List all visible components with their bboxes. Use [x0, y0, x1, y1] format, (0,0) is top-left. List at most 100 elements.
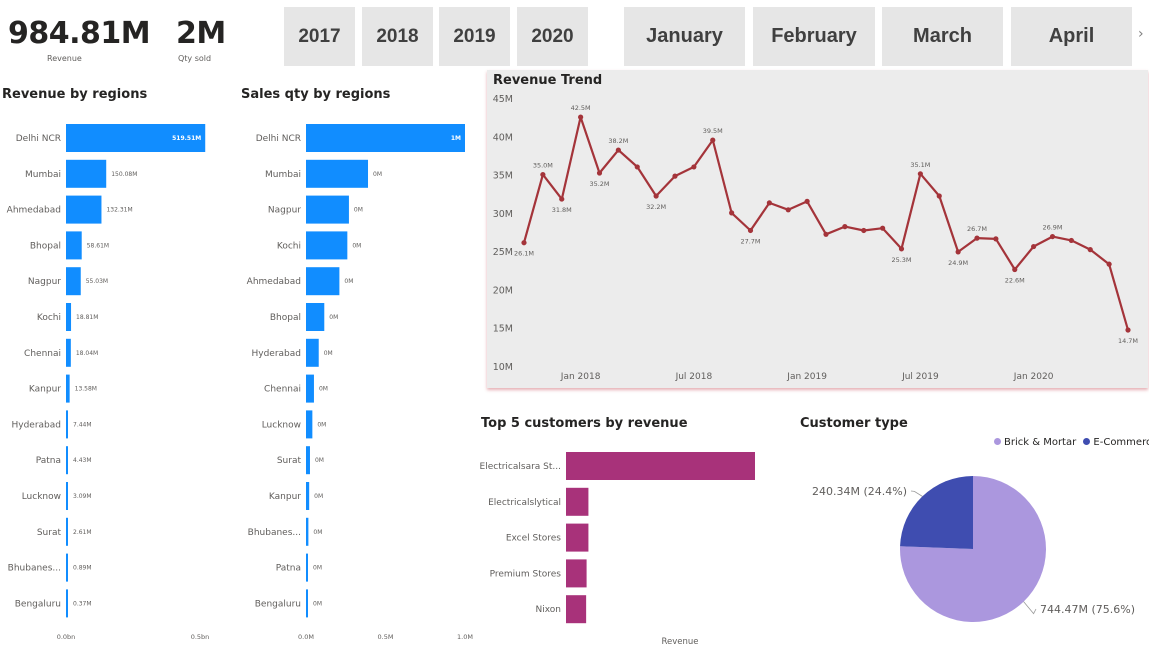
revenue-regions-data-label: 58.61M: [87, 242, 109, 249]
revenue-regions-category-label: Bengaluru: [15, 599, 61, 609]
revenue-regions-category-label: Hyderabad: [12, 420, 62, 430]
trend-y-tick: 45M: [493, 94, 513, 105]
trend-data-label: 42.5M: [571, 104, 591, 112]
kpi-qty-label: Qty sold: [178, 54, 212, 63]
trend-point: [917, 171, 923, 177]
customer-category-label: Nixon: [536, 605, 562, 615]
sales-qty-category-label: Bhubanes...: [248, 528, 301, 538]
sales-qty-category-label: Mumbai: [265, 170, 301, 180]
kpi-revenue-label: Revenue: [47, 54, 82, 63]
trend-data-label: 27.7M: [740, 237, 760, 245]
year-slicer-2017[interactable]: 2017: [284, 7, 355, 66]
legend-brick-label: Brick & Mortar: [1004, 437, 1077, 448]
sales-qty-category-label: Kochi: [277, 241, 301, 251]
sales-qty-bar: [306, 482, 310, 510]
trend-y-tick: 15M: [493, 324, 513, 335]
sales-qty-data-label: 0M: [313, 600, 322, 607]
trend-point: [559, 196, 565, 202]
month-slicer-february[interactable]: February: [753, 7, 875, 66]
trend-point: [880, 225, 886, 231]
trend-point: [710, 137, 716, 143]
trend-data-label: 14.7M: [1118, 337, 1138, 345]
customer-type-legend: Brick & Mortar E-Commerce: [994, 437, 1149, 448]
revenue-regions-bar: [66, 195, 102, 224]
revenue-regions-category-label: Mumbai: [25, 170, 61, 180]
revenue-regions-category-label: Chennai: [24, 349, 61, 359]
sales-qty-category-label: Nagpur: [268, 206, 301, 216]
sales-qty-data-label: 1M: [451, 135, 461, 142]
trend-point: [672, 173, 678, 179]
trend-point: [691, 164, 697, 170]
sales-qty-data-label: 0M: [373, 171, 382, 178]
revenue-regions-bar: [66, 589, 68, 618]
trend-point: [1106, 261, 1112, 267]
sales-qty-regions-chart: Delhi NCR 1M Mumbai 0M Nagpur 0M Kochi 0M Ahmeda…: [247, 124, 473, 641]
trend-point: [898, 246, 905, 252]
pie-leader-line: [1023, 601, 1037, 615]
trend-data-label: 38.2M: [608, 137, 628, 145]
trend-point: [955, 249, 961, 255]
sales-qty-bar: [306, 517, 309, 546]
revenue-regions-title: Revenue by regions: [2, 87, 148, 102]
pie-slice: [900, 476, 973, 549]
sales-qty-x-tick: 0.5M: [378, 633, 394, 641]
top-customers-title: Top 5 customers by revenue: [481, 416, 688, 431]
revenue-regions-data-label: 3.09M: [73, 493, 92, 500]
revenue-regions-chart: Delhi NCR 519.51M Mumbai 150.08M Ahmedabad 13…: [7, 124, 210, 641]
sales-qty-category-label: Kanpur: [269, 492, 301, 502]
month-slicer-january[interactable]: January: [624, 7, 745, 66]
customer-bar: [566, 523, 589, 552]
trend-y-tick: 35M: [493, 171, 513, 182]
year-slicer-2018[interactable]: 2018: [362, 7, 433, 66]
month-slicer-march[interactable]: March: [882, 7, 1003, 66]
revenue-regions-data-label: 150.08M: [111, 171, 137, 178]
trend-point: [1049, 233, 1056, 240]
trend-point: [578, 114, 584, 120]
trend-point: [993, 236, 999, 242]
revenue-regions-category-label: Kanpur: [29, 385, 61, 395]
revenue-regions-category-label: Lucknow: [22, 492, 61, 502]
sales-qty-bar: [306, 553, 308, 582]
sales-qty-category-label: Bengaluru: [255, 599, 301, 609]
revenue-regions-data-label: 55.03M: [86, 278, 108, 285]
revenue-regions-bar: [66, 267, 81, 296]
month-slicer-april[interactable]: April: [1011, 7, 1132, 66]
year-slicer-2019[interactable]: 2019: [439, 7, 510, 66]
pie-leader-line: [910, 490, 923, 497]
trend-point: [804, 198, 810, 204]
sales-qty-bar: [306, 303, 325, 331]
year-slicer-2020[interactable]: 2020: [517, 7, 588, 66]
trend-x-tick: Jan 2018: [560, 372, 601, 382]
legend-dot-brick: [994, 438, 1001, 445]
trend-point: [1068, 237, 1074, 244]
trend-point: [729, 210, 735, 216]
chevron-right-icon[interactable]: ›: [1138, 26, 1144, 42]
revenue-regions-bar: [66, 410, 68, 439]
trend-point: [540, 171, 546, 178]
legend-dot-ecom: [1083, 438, 1091, 445]
trend-data-label: 39.5M: [703, 127, 723, 135]
trend-y-tick: 10M: [493, 362, 513, 373]
revenue-regions-data-label: 519.51M: [172, 135, 201, 142]
customer-category-label: Electricalsara St...: [480, 462, 561, 472]
trend-data-label: 22.6M: [1005, 277, 1025, 285]
trend-series-line: [522, 116, 1130, 331]
revenue-regions-x-tick: 0.0bn: [57, 633, 76, 641]
trend-data-label: 35.0M: [533, 162, 553, 170]
revenue-trend-chart: 10M 15M 20M 25M 30M 35M 40M 45M Jan 2018 Jul 2018…: [493, 94, 1138, 382]
trend-point: [936, 193, 942, 199]
sales-qty-bar: [306, 446, 310, 475]
trend-point: [785, 207, 791, 213]
trend-y-tick: 40M: [493, 132, 513, 143]
revenue-regions-bar: [66, 231, 82, 260]
sales-qty-data-label: 0M: [315, 457, 324, 464]
legend-ecom-label: E-Commerce: [1093, 437, 1149, 448]
kpi-revenue-value: 984.81M: [8, 16, 151, 51]
pie-data-label: 240.34M (24.4%): [812, 485, 907, 498]
sales-qty-data-label: 0M: [354, 207, 363, 214]
revenue-regions-category-label: Bhubanes...: [8, 564, 61, 574]
sales-qty-category-label: Lucknow: [262, 420, 301, 430]
revenue-regions-x-tick: 0.5bn: [191, 633, 210, 641]
sales-qty-category-label: Ahmedabad: [247, 277, 301, 287]
customer-type-pie: 744.47M (75.6%) 240.34M (24.4%): [812, 476, 1135, 622]
